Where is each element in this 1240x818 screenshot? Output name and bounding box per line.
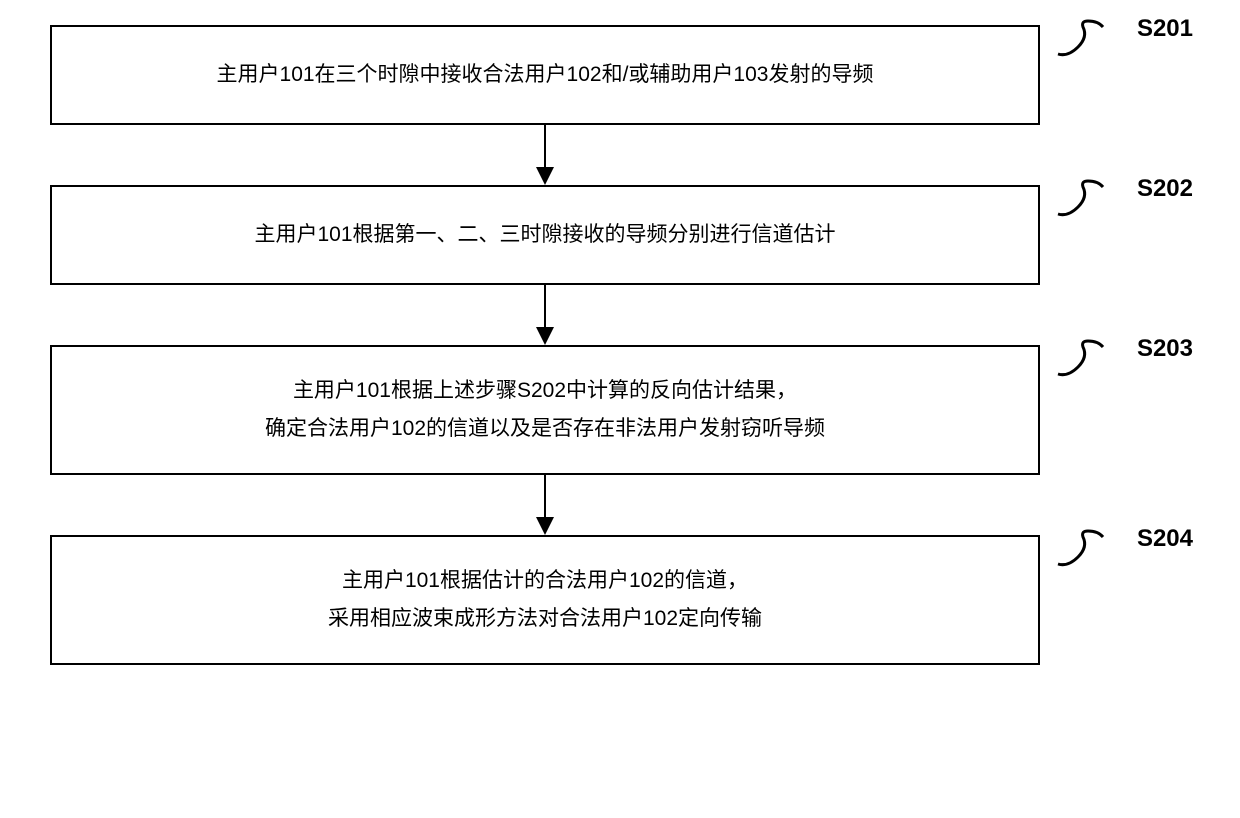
flow-step-box: 主用户101在三个时隙中接收合法用户102和/或辅助用户103发射的导频 S20… (50, 25, 1040, 125)
step-label: S203 (1137, 335, 1193, 363)
step-label: S202 (1137, 175, 1193, 203)
flow-step-box: 主用户101根据第一、二、三时隙接收的导频分别进行信道估计 S202 (50, 185, 1040, 285)
step-label: S201 (1137, 15, 1193, 43)
curve-bracket-icon (1053, 529, 1108, 569)
curve-bracket-icon (1053, 19, 1108, 59)
flow-step-text: 主用户101在三个时隙中接收合法用户102和/或辅助用户103发射的导频 (217, 56, 874, 94)
flow-step-text: 主用户101根据估计的合法用户102的信道， 采用相应波束成形方法对合法用户10… (328, 562, 762, 638)
flow-step-box: 主用户101根据上述步骤S202中计算的反向估计结果， 确定合法用户102的信道… (50, 345, 1040, 475)
flow-step-box: 主用户101根据估计的合法用户102的信道， 采用相应波束成形方法对合法用户10… (50, 535, 1040, 665)
flow-step-text: 主用户101根据上述步骤S202中计算的反向估计结果， 确定合法用户102的信道… (265, 372, 825, 448)
flow-step-text: 主用户101根据第一、二、三时隙接收的导频分别进行信道估计 (254, 216, 835, 254)
flow-arrow (50, 125, 1040, 185)
flow-arrow (50, 285, 1040, 345)
step-label: S204 (1137, 525, 1193, 553)
curve-bracket-icon (1053, 339, 1108, 379)
flow-arrow (50, 475, 1040, 535)
flowchart-container: 主用户101在三个时隙中接收合法用户102和/或辅助用户103发射的导频 S20… (50, 25, 1190, 665)
curve-bracket-icon (1053, 179, 1108, 219)
